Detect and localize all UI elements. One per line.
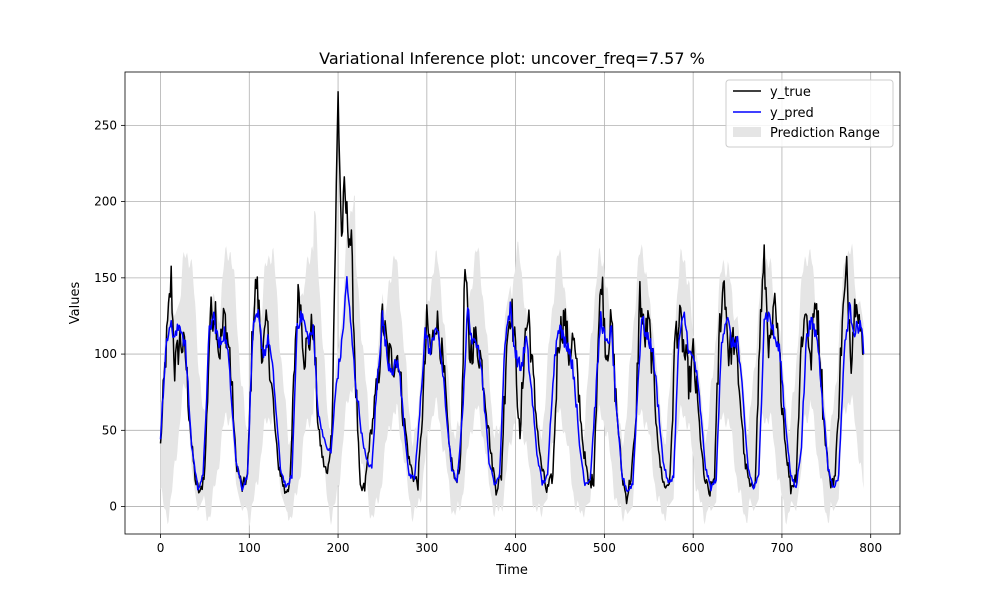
legend-label-prediction-range: Prediction Range — [770, 126, 880, 141]
x-tick-label: 300 — [415, 541, 438, 555]
legend-box — [725, 79, 894, 148]
legend-label-y-pred: y_pred — [770, 106, 814, 121]
prediction-range-band — [160, 195, 864, 527]
y-true-line — [159, 91, 864, 505]
y-tick-label: 200 — [94, 195, 117, 209]
y-tick-label: 100 — [94, 347, 117, 361]
y-tick-label: 250 — [94, 118, 117, 132]
plot-frame — [124, 71, 901, 535]
y-pred-line — [159, 276, 865, 493]
x-axis-label: Time — [495, 563, 528, 578]
chart-title: Variational Inference plot: uncover_freq… — [319, 49, 705, 69]
legend-label-y-true: y_true — [770, 85, 811, 100]
x-tick-label: 800 — [859, 541, 882, 555]
y-tick-label: 0 — [109, 500, 117, 514]
x-tick-label: 400 — [504, 541, 527, 555]
legend: y_true y_pred Prediction Range — [725, 79, 894, 148]
y-tick-label: 50 — [102, 423, 117, 437]
legend-swatch-prediction-range — [733, 127, 761, 137]
x-tick-label: 500 — [593, 541, 616, 555]
x-axis-ticks: 0 100 200 300 400 500 600 700 800 — [157, 534, 882, 555]
x-tick-label: 700 — [770, 541, 793, 555]
x-tick-label: 600 — [682, 541, 705, 555]
x-tick-label: 100 — [238, 541, 261, 555]
y-axis-ticks: 0 50 100 150 200 250 — [94, 118, 125, 514]
y-axis-label: Values — [68, 282, 83, 325]
x-tick-label: 200 — [327, 541, 350, 555]
y-tick-label: 150 — [94, 271, 117, 285]
x-tick-label: 0 — [157, 541, 165, 555]
